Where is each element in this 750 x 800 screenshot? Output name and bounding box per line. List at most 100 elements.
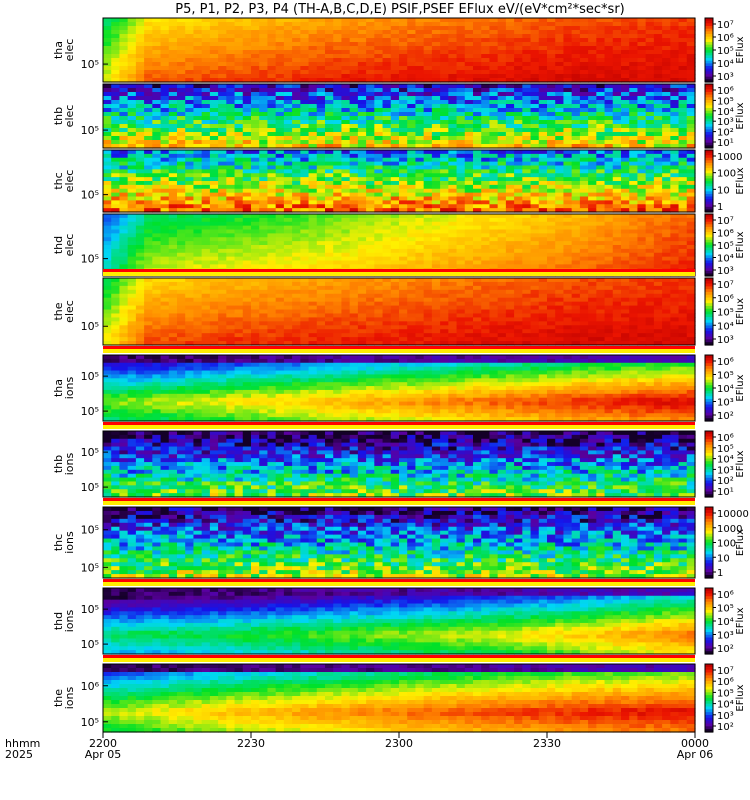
heatmap-cell: [473, 233, 482, 238]
heatmap-cell: [547, 116, 556, 121]
heatmap-cell: [316, 196, 326, 201]
heatmap-cell: [144, 285, 153, 291]
heatmap-cell: [357, 177, 367, 182]
heatmap-cell: [135, 309, 145, 315]
heatmap-cell: [357, 192, 367, 198]
heatmap-cell: [653, 196, 663, 201]
heatmap-cell: [275, 30, 285, 35]
heatmap-cell: [193, 136, 203, 141]
heatmap-cell: [678, 161, 688, 167]
heatmap-cell: [489, 116, 499, 121]
heatmap-cell: [621, 96, 630, 101]
heatmap-cell: [382, 256, 392, 262]
heatmap-cell: [325, 204, 334, 209]
heatmap-cell: [283, 70, 293, 75]
colorbar-tick-label: 10: [717, 185, 730, 196]
heatmap-cell: [431, 173, 441, 178]
heatmap-cell: [621, 256, 630, 262]
heatmap-cell: [283, 92, 293, 97]
heatmap-cell: [456, 92, 466, 97]
heatmap-cell: [275, 208, 285, 213]
heatmap-cell: [522, 120, 532, 125]
heatmap-cell: [407, 188, 417, 194]
heatmap-cell: [579, 217, 589, 223]
heatmap-cell: [201, 214, 211, 219]
heatmap-cell: [193, 42, 203, 47]
heatmap-cell: [390, 136, 400, 141]
heatmap-cell: [431, 150, 441, 155]
heatmap-cell: [448, 18, 458, 23]
colorbar-segment: [705, 268, 713, 272]
heatmap-cell: [538, 124, 548, 129]
heatmap-cell: [686, 58, 696, 63]
heatmap-cell: [251, 157, 260, 163]
heatmap-cell: [596, 150, 606, 155]
heatmap-cell: [571, 92, 581, 97]
heatmap-cell: [251, 264, 260, 269]
heatmap-cell: [119, 233, 129, 238]
heatmap-cell: [440, 74, 449, 79]
heatmap-cell: [522, 153, 532, 159]
heatmap-cell: [316, 88, 326, 93]
heatmap-cell: [579, 157, 589, 163]
heatmap-cell: [242, 169, 252, 174]
heatmap-cell: [637, 192, 647, 198]
heatmap-cell: [571, 256, 581, 262]
heatmap-cell: [686, 229, 696, 234]
heatmap-cell: [612, 196, 622, 201]
heatmap-cell: [489, 132, 499, 137]
heatmap-cell: [431, 252, 441, 258]
heatmap-cell: [251, 245, 260, 250]
heatmap-cell: [415, 132, 425, 137]
heatmap-cell: [374, 62, 384, 67]
heatmap-cell: [275, 116, 285, 121]
heatmap-cell: [629, 245, 639, 250]
heatmap-cell: [300, 96, 310, 101]
heatmap-cell: [579, 229, 589, 234]
heatmap-cell: [292, 256, 301, 262]
heatmap-cell: [135, 321, 145, 326]
heatmap-cell: [103, 264, 112, 269]
heatmap-cell: [571, 88, 581, 93]
heatmap-cell: [505, 136, 515, 141]
heatmap-cell: [629, 200, 639, 205]
heatmap-cell: [374, 248, 384, 254]
heatmap-cell: [135, 313, 145, 319]
heatmap-cell: [292, 136, 301, 141]
heatmap-cell: [678, 38, 688, 43]
heatmap-cell: [637, 62, 647, 67]
heatmap-cell: [431, 46, 441, 51]
heatmap-cell: [481, 18, 491, 23]
heatmap-cell: [209, 92, 219, 97]
heatmap-cell: [604, 46, 614, 51]
heatmap-cell: [571, 225, 581, 231]
colorbar-tick-label: 10⁶: [717, 229, 734, 240]
heatmap-cell: [415, 92, 425, 97]
colorbar-segment: [705, 150, 713, 154]
heatmap-cell: [111, 225, 121, 231]
heatmap-cell: [218, 165, 227, 170]
heatmap-cell: [185, 252, 195, 258]
heatmap-cell: [399, 88, 408, 93]
heatmap-cell: [119, 293, 129, 299]
heatmap-cell: [144, 124, 153, 129]
heatmap-cell: [505, 192, 515, 198]
heatmap-cell: [111, 66, 121, 71]
heatmap-cell: [382, 62, 392, 67]
heatmap-cell: [259, 18, 269, 23]
heatmap-cell: [662, 50, 671, 55]
heatmap-cell: [555, 132, 565, 137]
heatmap-cell: [341, 34, 351, 39]
heatmap-cell: [308, 214, 318, 219]
heatmap-cell: [489, 84, 499, 89]
heatmap-cell: [588, 173, 597, 178]
heatmap-cell: [670, 150, 680, 155]
heatmap-cell: [489, 169, 499, 174]
heatmap-cell: [292, 70, 301, 75]
heatmap-cell: [127, 150, 137, 155]
heatmap-cell: [308, 46, 318, 51]
heatmap-cell: [308, 74, 318, 79]
heatmap-cell: [662, 204, 671, 209]
heatmap-cell: [168, 341, 178, 346]
heatmap-cell: [168, 169, 178, 174]
